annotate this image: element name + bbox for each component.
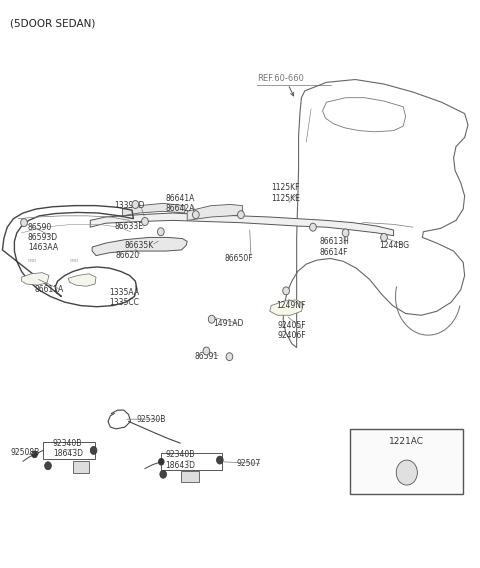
- Text: 86613H
86614F: 86613H 86614F: [319, 237, 349, 257]
- Text: 86611A: 86611A: [35, 285, 64, 294]
- Text: 86620: 86620: [115, 251, 139, 260]
- Text: 1221AC: 1221AC: [389, 437, 424, 446]
- Circle shape: [132, 201, 139, 208]
- Circle shape: [45, 462, 51, 470]
- Text: 92340B
18643D: 92340B 18643D: [53, 439, 83, 458]
- Text: 86590
86593D
1463AA: 86590 86593D 1463AA: [28, 223, 58, 252]
- Text: 86650F: 86650F: [225, 254, 253, 263]
- Circle shape: [238, 211, 244, 219]
- Text: GRD: GRD: [28, 260, 37, 264]
- Text: 86633E: 86633E: [114, 222, 143, 231]
- Polygon shape: [68, 274, 96, 286]
- Text: 92508B: 92508B: [11, 448, 40, 457]
- Circle shape: [32, 451, 37, 458]
- Text: 86641A
86642A: 86641A 86642A: [166, 194, 195, 213]
- Circle shape: [310, 223, 316, 231]
- Polygon shape: [92, 237, 187, 256]
- Text: 1125KF
1125KE: 1125KF 1125KE: [271, 183, 300, 203]
- Circle shape: [208, 315, 215, 323]
- Text: 92507: 92507: [236, 459, 261, 468]
- Polygon shape: [181, 471, 199, 482]
- Text: 1244BG: 1244BG: [379, 241, 409, 250]
- Text: GRD: GRD: [70, 260, 79, 264]
- Text: REF.60-660: REF.60-660: [257, 74, 304, 83]
- Text: 92530B: 92530B: [137, 415, 166, 424]
- Polygon shape: [187, 204, 242, 220]
- Polygon shape: [90, 213, 394, 236]
- Circle shape: [396, 460, 417, 485]
- Circle shape: [192, 211, 199, 219]
- Circle shape: [226, 353, 233, 361]
- Text: 92340B
18643D: 92340B 18643D: [166, 450, 196, 470]
- Circle shape: [90, 446, 97, 454]
- Circle shape: [158, 458, 164, 465]
- Circle shape: [157, 228, 164, 236]
- Text: 86635K: 86635K: [125, 241, 154, 250]
- FancyBboxPatch shape: [350, 429, 463, 494]
- Text: 1249NF: 1249NF: [276, 301, 305, 310]
- Text: 86591: 86591: [194, 352, 218, 361]
- Circle shape: [342, 229, 349, 237]
- Circle shape: [283, 287, 289, 295]
- Text: 92405F
92406F: 92405F 92406F: [277, 321, 306, 340]
- Polygon shape: [73, 461, 89, 473]
- Text: 1491AD: 1491AD: [214, 319, 244, 328]
- Polygon shape: [22, 273, 49, 285]
- Polygon shape: [270, 300, 303, 315]
- Circle shape: [203, 347, 210, 355]
- Text: (5DOOR SEDAN): (5DOOR SEDAN): [10, 18, 95, 28]
- Circle shape: [216, 456, 223, 464]
- Circle shape: [381, 233, 387, 241]
- Circle shape: [142, 218, 148, 225]
- Text: 1335AA
1335CC: 1335AA 1335CC: [109, 288, 140, 307]
- Polygon shape: [122, 203, 185, 216]
- Circle shape: [21, 219, 27, 227]
- Circle shape: [160, 470, 167, 478]
- Text: 1339CD: 1339CD: [114, 201, 145, 210]
